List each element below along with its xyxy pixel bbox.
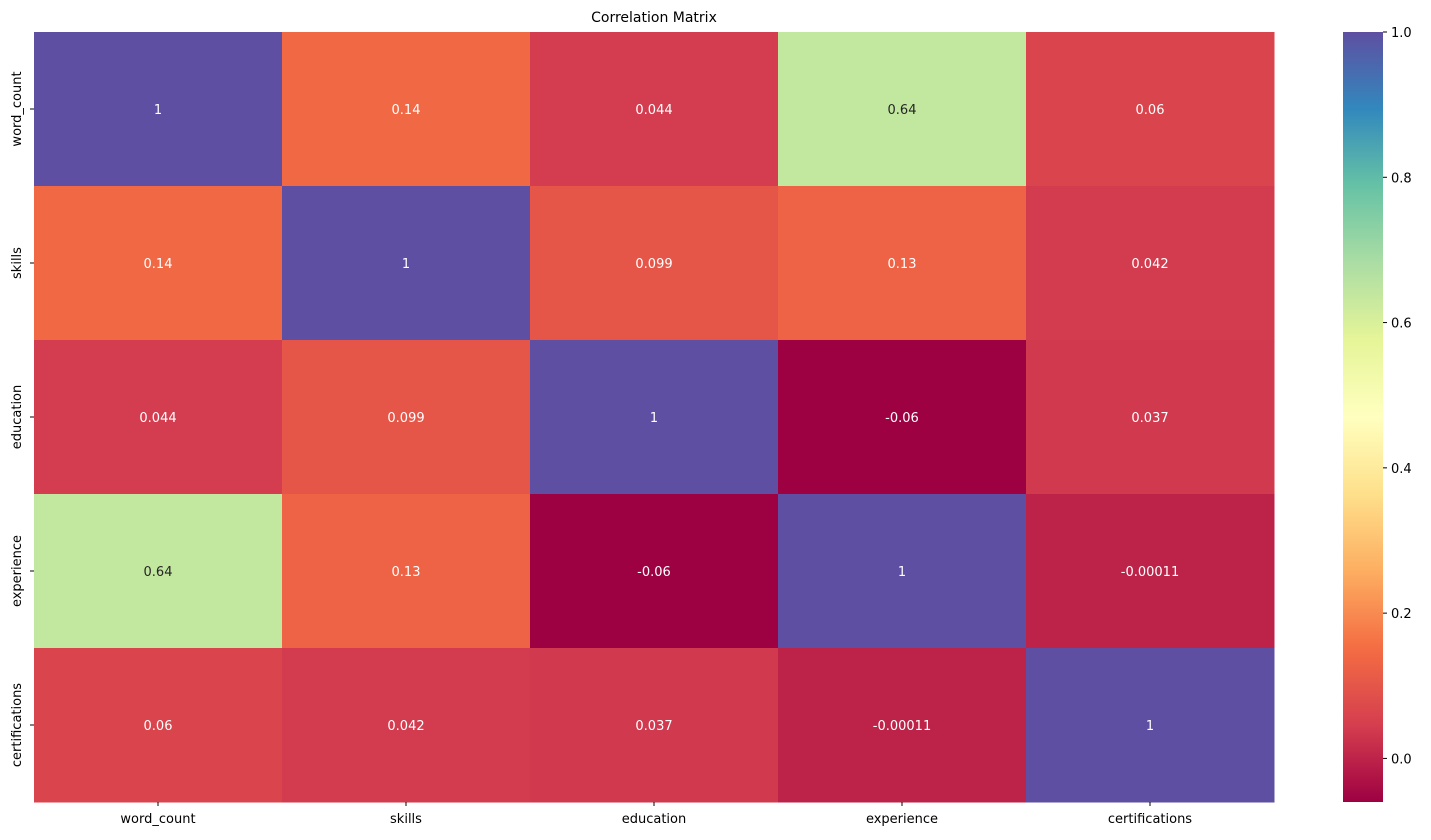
cell-annotation: 1 — [898, 565, 906, 580]
cell-annotation: 0.037 — [635, 719, 672, 734]
heatmap-cell — [282, 340, 531, 495]
cell-annotation: 1 — [650, 411, 658, 426]
y-tick-label: word_count — [10, 71, 25, 146]
cell-annotation: 0.64 — [144, 565, 173, 580]
cell-annotation: -0.06 — [885, 411, 919, 426]
heatmap-cell — [282, 32, 531, 187]
cell-annotation: 0.042 — [387, 719, 424, 734]
heatmap-cell — [34, 494, 283, 649]
heatmap-cell — [778, 340, 1027, 495]
cell-annotation: 0.14 — [392, 103, 421, 118]
cell-annotation: 0.042 — [1131, 257, 1168, 272]
heatmap-cells: 1 0.14 0.044 0.64 0.06 0.14 1 0.099 0.13 0.042 0.0… — [34, 32, 1275, 803]
heatmap-cell — [778, 186, 1027, 341]
cell-annotation: 1 — [1146, 719, 1154, 734]
colorbar-tick-label: 0.2 — [1391, 607, 1412, 622]
cell-annotation: 0.044 — [635, 103, 672, 118]
colorbar-tick-label: 0.0 — [1391, 752, 1412, 767]
heatmap-cell — [530, 340, 779, 495]
colorbar-tick-label: 0.8 — [1391, 171, 1412, 186]
heatmap-cell — [778, 32, 1027, 187]
heatmap-cell — [1026, 648, 1275, 803]
heatmap-cell — [778, 648, 1027, 803]
cell-annotation: -0.00011 — [1121, 565, 1179, 580]
x-tick-label: word_count — [120, 812, 195, 827]
heatmap-cell — [34, 32, 283, 187]
x-tick-label: education — [622, 812, 687, 827]
colorbar-tick-label: 1.0 — [1391, 26, 1412, 41]
chart-title: Correlation Matrix — [591, 10, 717, 26]
cell-annotation: 0.099 — [635, 257, 672, 272]
colorbar: 0.0 0.2 0.4 0.6 0.8 1.0 — [1343, 26, 1412, 802]
heatmap-cell — [34, 340, 283, 495]
heatmap-cell — [1026, 32, 1275, 187]
heatmap-cell — [1026, 494, 1275, 649]
y-tick-label: education — [10, 385, 25, 450]
cell-annotation: 0.64 — [888, 103, 917, 118]
cell-annotation: 0.13 — [888, 257, 917, 272]
cell-annotation: 0.044 — [139, 411, 176, 426]
heatmap-cell — [530, 186, 779, 341]
cell-annotation: 0.099 — [387, 411, 424, 426]
y-tick-label: skills — [10, 247, 25, 279]
colorbar-tick-label: 0.6 — [1391, 317, 1412, 332]
cell-annotation: 1 — [402, 257, 410, 272]
cell-annotation: 0.06 — [1136, 103, 1165, 118]
x-tick-label: certifications — [1108, 812, 1192, 827]
x-axis: word_count skills education experience certi… — [120, 802, 1192, 827]
heatmap-cell — [34, 648, 283, 803]
heatmap-cell — [34, 186, 283, 341]
heatmap-cell — [530, 648, 779, 803]
cell-annotation: 0.14 — [144, 257, 173, 272]
cell-annotation: -0.06 — [637, 565, 671, 580]
heatmap-cell — [282, 186, 531, 341]
heatmap-cell — [282, 494, 531, 649]
cell-annotation: -0.00011 — [873, 719, 931, 734]
heatmap-cell — [282, 648, 531, 803]
x-tick-label: experience — [866, 812, 938, 827]
heatmap-cell — [1026, 186, 1275, 341]
heatmap-cell — [530, 32, 779, 187]
cell-annotation: 0.06 — [144, 719, 173, 734]
heatmap-cell — [1026, 340, 1275, 495]
cell-annotation: 0.13 — [392, 565, 421, 580]
y-tick-label: certifications — [10, 683, 25, 767]
y-tick-label: experience — [10, 535, 25, 607]
heatmap-cell — [530, 494, 779, 649]
cell-annotation: 0.037 — [1131, 411, 1168, 426]
heatmap-cell — [778, 494, 1027, 649]
colorbar-tick-label: 0.4 — [1391, 462, 1412, 477]
colorbar-gradient — [1343, 32, 1383, 802]
x-tick-label: skills — [390, 812, 422, 827]
cell-annotation: 1 — [154, 103, 162, 118]
